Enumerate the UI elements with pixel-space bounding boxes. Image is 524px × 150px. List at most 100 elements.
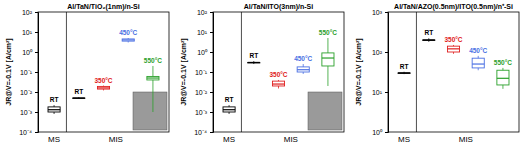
y-tick-mark [35, 72, 38, 73]
y-axis-title: JR@V=-0.1V [A/cm²] [355, 38, 363, 105]
whisker [152, 66, 153, 112]
group-label: MS [398, 135, 410, 144]
y-tick-label: 10⁻¹ [195, 69, 208, 76]
category-label: 550°C [319, 29, 337, 36]
y-tick: 10⁻⁴ [194, 129, 213, 136]
y-axis-line [35, 13, 39, 133]
group-divider [241, 12, 242, 132]
box [223, 107, 235, 112]
category-label: RT [74, 88, 83, 95]
y-tick: 10¹ [372, 89, 388, 96]
panel: MSMIS10⁻⁴10⁻³10⁻²10⁻¹10⁰10¹10²JR@V=-0.1V… [5, 3, 169, 144]
category-label: RT [50, 96, 59, 103]
y-axis: 10⁻⁴ 10⁻³ 10⁻² 10⁻¹ 10⁰ 10¹ 10² [194, 9, 213, 136]
category-label: 350°C [269, 71, 287, 78]
y-tick-label: 10¹ [197, 29, 208, 36]
category-label: 450°C [119, 29, 137, 36]
y-tick: 10⁻⁴ [19, 129, 38, 136]
y-tick: 10² [197, 9, 213, 16]
median [398, 72, 410, 73]
y-tick-label: 10⁻¹ [20, 69, 33, 76]
category-label: RT [400, 63, 409, 70]
y-tick-mark [35, 12, 38, 13]
median [322, 57, 334, 58]
median [272, 83, 284, 84]
y-tick-label: 10⁰ [372, 129, 383, 136]
y-axis: 10⁰ 10¹ 10² 10³ [372, 9, 389, 136]
y-axis: 10⁻⁴10⁻³10⁻²10⁻¹10⁰10¹10² [19, 9, 38, 136]
group-label: MIS [284, 135, 298, 144]
median [122, 39, 134, 40]
category-label: 550°C [494, 59, 512, 66]
y-tick-mark [210, 32, 213, 33]
y-tick-label: 10⁰ [197, 49, 208, 56]
y-tick-mark [210, 72, 213, 73]
y-tick: 10⁻³ [20, 109, 38, 116]
panel: MSMIS10⁻⁴10⁻³10⁻²10⁻¹10⁰10¹10²JR@V=-0.1V… [180, 3, 344, 144]
y-axis-title: JR@V=-0.1V [A/cm²] [180, 38, 188, 105]
y-tick: 10¹ [197, 29, 213, 36]
median [447, 48, 459, 49]
category-label: 550°C [144, 57, 162, 64]
y-tick-mark [35, 52, 38, 53]
y-tick: 10⁻² [195, 89, 213, 96]
y-tick-label: 10⁻⁴ [194, 129, 207, 136]
category-label: RT [424, 29, 433, 36]
y-tick-mark [210, 52, 213, 53]
category-label: RT [225, 96, 234, 103]
y-tick-label: 10³ [372, 9, 383, 16]
median [97, 87, 109, 88]
y-tick: 10⁻³ [195, 109, 213, 116]
y-tick-label: 10⁰ [22, 49, 33, 56]
y-tick: 10¹ [22, 29, 38, 36]
y-tick: 10⁰ [22, 49, 38, 56]
y-tick-label: 10¹ [372, 89, 383, 96]
title: Al/TaN/TiO₂(1nm)/n-Si [67, 3, 140, 11]
box [497, 70, 509, 85]
y-tick-mark [210, 92, 213, 93]
median [423, 39, 435, 40]
y-axis-line [385, 13, 389, 133]
median [48, 109, 60, 110]
category-label: 350°C [444, 36, 462, 43]
y-axis-line [210, 13, 214, 133]
figure: MS MIS 10⁻⁴ 10⁻³ 10⁻² 10⁻¹ 10⁰ 10¹ 10² JR@V=-0.1V… [0, 0, 524, 150]
y-tick-label: 10¹ [22, 29, 33, 36]
y-tick: 10⁻¹ [20, 69, 38, 76]
y-tick-mark [385, 92, 388, 93]
median [297, 69, 309, 70]
y-tick-label: 10⁻² [20, 89, 33, 96]
y-axis-title: JR@V=-0.1V [A/cm²] [5, 38, 13, 105]
y-tick-label: 10² [197, 9, 208, 16]
group-label: MS [48, 135, 60, 144]
box [297, 67, 309, 72]
group-divider [66, 12, 67, 132]
median [147, 77, 159, 78]
y-tick-label: 10⁻⁴ [19, 129, 32, 136]
y-tick: 10⁻¹ [195, 69, 213, 76]
y-tick-mark [210, 12, 213, 13]
y-tick-mark [385, 52, 388, 53]
y-tick: 10² [372, 49, 388, 56]
title: Al/TaN/AZO(0.5nm)/ITO(0.5nm)/n⁺-Si [394, 3, 513, 11]
boxes [48, 38, 159, 114]
box [423, 39, 435, 41]
median [472, 63, 484, 64]
box [447, 46, 459, 52]
y-tick-mark [35, 92, 38, 93]
y-tick-mark [210, 132, 213, 133]
y-tick-label: 10² [372, 49, 383, 56]
box [147, 76, 159, 80]
boxes [398, 38, 509, 89]
box [122, 39, 134, 41]
y-tick-label: 10⁻² [195, 89, 208, 96]
category-label: RT [249, 52, 258, 59]
title: Al/TaN/ITO(3nm)/n-Si [244, 3, 313, 11]
y-tick-mark [385, 12, 388, 13]
panel: MSMIS10⁰10¹10²10³JR@V=-0.1V [A/cm²]Al/Ta… [355, 3, 519, 144]
box [97, 86, 109, 89]
y-tick-mark [210, 112, 213, 113]
median [248, 62, 260, 63]
group-label: MIS [109, 135, 123, 144]
inset-image [133, 92, 167, 130]
